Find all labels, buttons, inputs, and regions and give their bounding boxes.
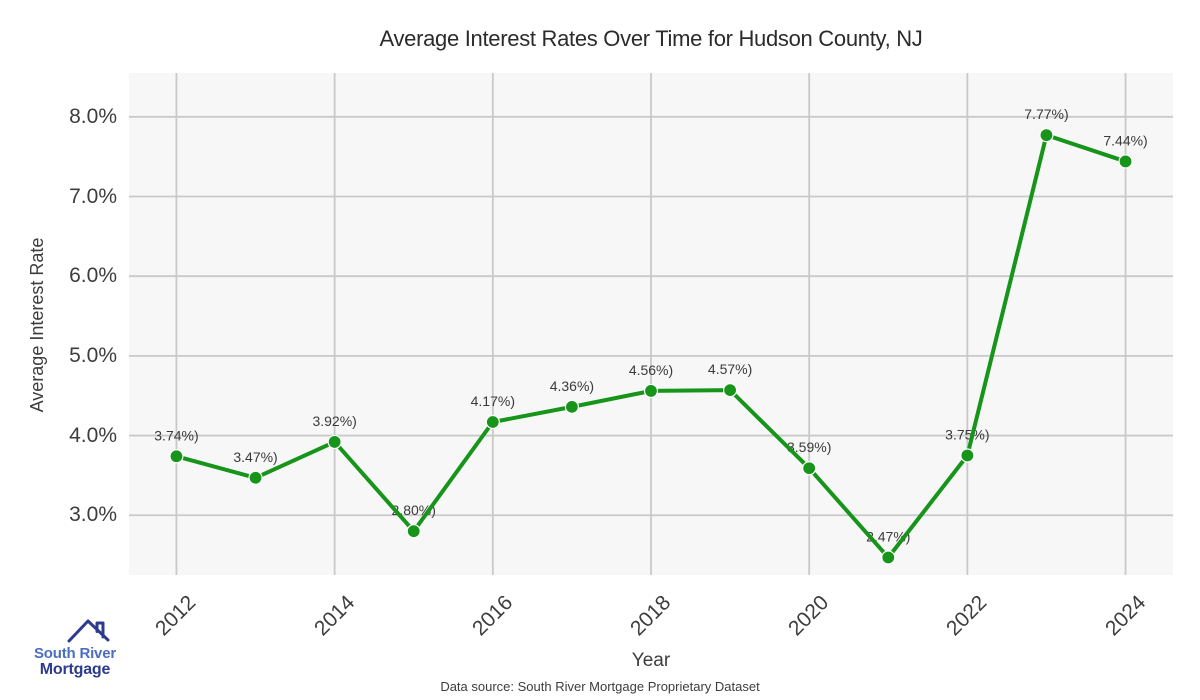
y-tick-label: 7.0% <box>69 184 117 208</box>
data-point-marker <box>722 383 738 398</box>
data-point-label: 3.92%) <box>312 413 356 429</box>
data-point-marker <box>169 449 184 464</box>
data-point-label: 3.47%) <box>233 449 277 465</box>
data-point-marker <box>406 524 421 539</box>
chart-title: Average Interest Rates Over Time for Hud… <box>379 26 923 51</box>
y-tick-label: 3.0% <box>69 503 117 527</box>
data-point-label: 3.74%) <box>154 427 198 443</box>
data-point-marker <box>327 434 342 450</box>
data-point-marker <box>485 414 500 430</box>
company-logo: South River Mortgage <box>20 618 130 679</box>
data-point-marker <box>802 461 817 476</box>
logo-text-line1: South River <box>34 645 116 662</box>
logo-text-line2: Mortgage <box>39 661 111 678</box>
y-tick-label: 6.0% <box>69 264 117 288</box>
data-point-label: 7.77%) <box>1024 106 1068 122</box>
house-roof-icon <box>67 619 110 643</box>
y-axis-label: Average Interest Rate <box>27 237 47 413</box>
data-point-label: 7.44%) <box>1103 132 1147 148</box>
data-point-marker <box>643 383 659 399</box>
data-point-label: 3.75%) <box>945 426 989 442</box>
data-point-marker <box>881 550 896 565</box>
x-axis-label: Year <box>631 650 671 671</box>
data-point-marker <box>1118 154 1133 169</box>
data-point-marker <box>1039 128 1054 143</box>
data-point-label: 4.17%) <box>471 393 515 409</box>
data-point-marker <box>564 399 580 414</box>
y-tick-label: 5.0% <box>69 343 117 367</box>
data-point-label: 3.59%) <box>787 439 831 455</box>
data-point-label: 4.36%) <box>550 378 594 394</box>
data-point-label: 4.56%) <box>629 362 673 378</box>
data-point-marker <box>248 470 263 485</box>
data-point-marker <box>960 448 975 463</box>
y-tick-label: 8.0% <box>69 104 117 128</box>
data-point-label: 4.57%) <box>708 361 752 377</box>
data-source-note: Data source: South River Mortgage Propri… <box>440 679 760 694</box>
y-tick-label: 4.0% <box>69 423 117 447</box>
